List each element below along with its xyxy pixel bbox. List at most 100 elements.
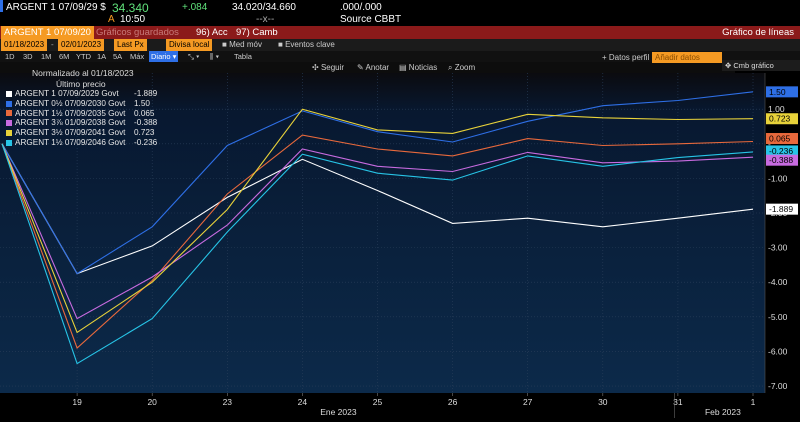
y-tick-label: -1.00 bbox=[768, 173, 788, 183]
legend-label: ARGENT 0½ 07/09/2030 Govt bbox=[15, 98, 126, 108]
legend-value: 0.065 bbox=[134, 108, 155, 118]
y-tick-label: -7.00 bbox=[768, 381, 788, 391]
price-type-select[interactable]: Last Px bbox=[114, 39, 147, 51]
legend-swatch bbox=[6, 139, 12, 146]
series-line bbox=[1, 143, 754, 365]
legend-entry[interactable]: ARGENT 1 07/09/2029 Govt -1.889 bbox=[6, 89, 196, 99]
change-chart-button[interactable]: ✥ Cmb gráfico bbox=[722, 60, 800, 71]
saved-charts-label[interactable]: Gráficos guardados bbox=[96, 27, 179, 38]
last-value-box bbox=[766, 113, 798, 125]
x-axis: 19 20 23 24 25 26 27 30 31 1 Ene 2023 Feb 2023 bbox=[0, 393, 800, 422]
legend-label: ARGENT 3½ 07/09/2041 Govt bbox=[15, 128, 126, 138]
grid-lines bbox=[0, 73, 765, 393]
legend-value: 0.723 bbox=[134, 128, 155, 138]
ticker-field[interactable]: ARGENT 1 07/09/20 bbox=[1, 26, 94, 39]
period-max[interactable]: Máx bbox=[130, 52, 145, 61]
legend-entry[interactable]: ARGENT 0½ 07/09/2030 Govt 1.50 bbox=[6, 99, 196, 109]
y-tick-label: -4.00 bbox=[768, 277, 788, 287]
header-ticker: ARGENT 1 07/09/29 $ bbox=[6, 2, 106, 13]
last-value-box bbox=[766, 203, 798, 215]
news-icon: ▤ bbox=[399, 63, 407, 72]
line-style-icon[interactable]: ⤡ ▾ bbox=[188, 52, 200, 61]
moving-average-toggle[interactable]: ■ Med móv bbox=[222, 40, 262, 49]
period-6m[interactable]: 6M bbox=[59, 52, 70, 61]
legend-swatch bbox=[6, 120, 12, 127]
chart-type-title: Gráfico de líneas bbox=[722, 27, 794, 38]
end-date-field[interactable]: 02/01/2023 bbox=[58, 39, 105, 51]
legend-value: -1.889 bbox=[134, 89, 158, 98]
x-tick-label: 30 bbox=[598, 397, 608, 407]
currency-select[interactable]: Divisa local bbox=[166, 39, 213, 51]
x-tick-label: 19 bbox=[72, 397, 82, 407]
legend-label: ARGENT 1 07/09/2029 Govt bbox=[15, 89, 119, 98]
legend-label: ARGENT 1½ 07/09/2046 Govt bbox=[15, 137, 126, 147]
period-1m[interactable]: 1M bbox=[41, 52, 52, 61]
header-change: +.084 bbox=[182, 2, 208, 13]
period-5a[interactable]: 5A bbox=[113, 52, 123, 61]
period-1d[interactable]: 1D bbox=[5, 52, 15, 61]
change-menu[interactable]: 97) Camb bbox=[236, 27, 278, 38]
last-value-box bbox=[766, 154, 798, 166]
start-date-field[interactable]: 01/18/2023 bbox=[1, 39, 48, 51]
x-tick-label: 20 bbox=[147, 397, 157, 407]
last-value-text: 0.723 bbox=[769, 114, 791, 124]
legend-subtitle: Último precio bbox=[56, 79, 106, 89]
legend-entry[interactable]: ARGENT 3½ 07/09/2041 Govt 0.723 bbox=[6, 128, 196, 138]
command-bar: ARGENT 1 07/09/20 Gráficos guardados 96)… bbox=[0, 26, 800, 39]
last-value-text: 1.50 bbox=[769, 87, 786, 97]
key-events-toggle[interactable]: ■ Eventos clave bbox=[278, 40, 335, 49]
noticias-button[interactable]: ▤ Noticias bbox=[399, 63, 438, 72]
line-chart: 1.00--1.00-2.00-3.00-4.00-5.00-6.00-7.00… bbox=[0, 73, 800, 422]
anotar-button[interactable]: ✎ Anotar bbox=[357, 63, 390, 72]
legend-label: ARGENT 1½ 07/09/2035 Govt bbox=[15, 108, 126, 118]
period-1a[interactable]: 1A bbox=[97, 52, 107, 61]
plot-background bbox=[0, 73, 765, 393]
tabla-button[interactable]: Tabla bbox=[234, 52, 252, 61]
legend-swatch bbox=[6, 130, 12, 137]
last-value-text: -1.889 bbox=[769, 204, 793, 214]
legend-swatch bbox=[6, 100, 12, 107]
header-price: 34.340 bbox=[112, 1, 149, 15]
month-label: Ene 2023 bbox=[320, 407, 357, 417]
legend-value: -0.236 bbox=[134, 137, 158, 147]
add-data-field[interactable]: Añadir datos bbox=[652, 52, 722, 63]
seguir-button[interactable]: ✣ Seguir bbox=[312, 63, 345, 72]
zoom-button[interactable]: ⌕ Zoom bbox=[448, 63, 476, 72]
header-time-prefix: A bbox=[108, 14, 115, 25]
y-tick-label: -5.00 bbox=[768, 312, 788, 322]
legend-swatch bbox=[6, 110, 12, 117]
last-value-text: -0.236 bbox=[769, 146, 793, 156]
legend-entry[interactable]: ARGENT 1½ 07/09/2035 Govt 0.065 bbox=[6, 109, 196, 119]
y-tick-label: -6.00 bbox=[768, 346, 788, 356]
period-ytd[interactable]: YTD bbox=[76, 52, 91, 61]
datos-perfil-button[interactable]: + Datos perfil bbox=[602, 53, 650, 62]
x-tick-label: 1 bbox=[751, 397, 756, 407]
legend-label: ARGENT 3⅞ 01/09/2038 Govt bbox=[15, 118, 126, 128]
pen-icon: ✎ bbox=[357, 63, 364, 72]
tool-row: ✣ Seguir ✎ Anotar ▤ Noticias ⌕ Zoom + Da… bbox=[0, 52, 735, 73]
frequency-select[interactable]: Diario ▾ bbox=[149, 51, 179, 62]
period-3d[interactable]: 3D bbox=[23, 52, 33, 61]
series-line bbox=[1, 143, 754, 275]
series-line bbox=[1, 108, 754, 334]
series-lines bbox=[1, 91, 754, 365]
series-line bbox=[1, 143, 754, 320]
last-value-labels: 1.50 0.723 0.065 -0.236-0.388 -1.889 bbox=[766, 86, 798, 215]
legend-entry[interactable]: ARGENT 3⅞ 01/09/2038 Govt -0.388 bbox=[6, 118, 196, 128]
series-line bbox=[1, 91, 754, 275]
series-line bbox=[1, 134, 754, 349]
last-value-text: -0.388 bbox=[769, 155, 793, 165]
y-tick-label: 1.00 bbox=[768, 104, 785, 114]
legend-entry[interactable]: ARGENT 1½ 07/09/2046 Govt -0.236 bbox=[6, 138, 196, 148]
header-yield: .000/.000 bbox=[340, 2, 382, 13]
header-accent bbox=[0, 0, 3, 12]
header-dashes: --x-- bbox=[256, 14, 275, 25]
bar-style-icon[interactable]: ⫼ ▾ bbox=[210, 52, 220, 61]
x-tick-label: 26 bbox=[448, 397, 458, 407]
x-tick-label: 27 bbox=[523, 397, 533, 407]
actions-menu[interactable]: 96) Acc bbox=[196, 27, 228, 38]
x-tick-label: 23 bbox=[223, 397, 233, 407]
period-row: 1D 3D 1M 6M YTD 1A 5A Máx Diario ▾ ⤡ ▾ ⫼… bbox=[0, 51, 800, 62]
crosshair-icon: ✣ bbox=[312, 63, 319, 72]
x-tick-label: 25 bbox=[373, 397, 383, 407]
